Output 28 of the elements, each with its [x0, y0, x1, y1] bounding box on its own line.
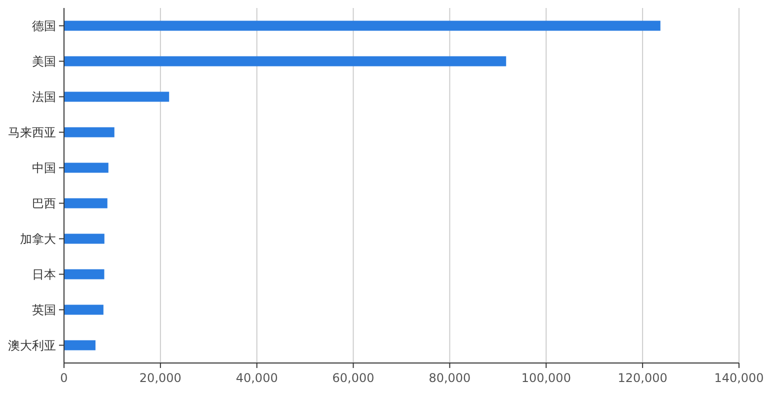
x-tick-label: 80,000 — [428, 371, 471, 385]
y-tick-label: 巴西 — [32, 196, 56, 210]
x-tick-label: 60,000 — [332, 371, 374, 385]
y-tick-label: 马来西亚 — [8, 125, 56, 140]
bar — [64, 198, 108, 208]
bar — [64, 92, 170, 102]
bar — [64, 162, 108, 173]
bar — [64, 234, 104, 244]
y-tick-label: 中国 — [32, 160, 56, 175]
y-tick-label: 美国 — [32, 54, 56, 68]
x-tick-label: 140,000 — [714, 371, 764, 385]
y-tick-label: 加拿大 — [20, 232, 56, 246]
x-tick-label: 0 — [60, 371, 68, 385]
y-tick-label: 法国 — [32, 90, 56, 104]
bar — [64, 269, 104, 280]
x-tick-label: 20,000 — [139, 371, 182, 385]
bar — [64, 20, 660, 31]
bar — [64, 304, 104, 315]
bar — [64, 127, 114, 138]
bar — [64, 56, 506, 66]
y-tick-label: 德国 — [32, 18, 56, 33]
y-tick-label: 澳大利亚 — [8, 338, 56, 352]
y-tick-label: 日本 — [32, 267, 56, 282]
y-tick-label: 英国 — [32, 302, 56, 317]
x-tick-label: 40,000 — [236, 371, 278, 385]
x-tick-label: 100,000 — [521, 371, 571, 385]
x-tick-label: 120,000 — [618, 371, 668, 385]
bar — [64, 340, 96, 350]
